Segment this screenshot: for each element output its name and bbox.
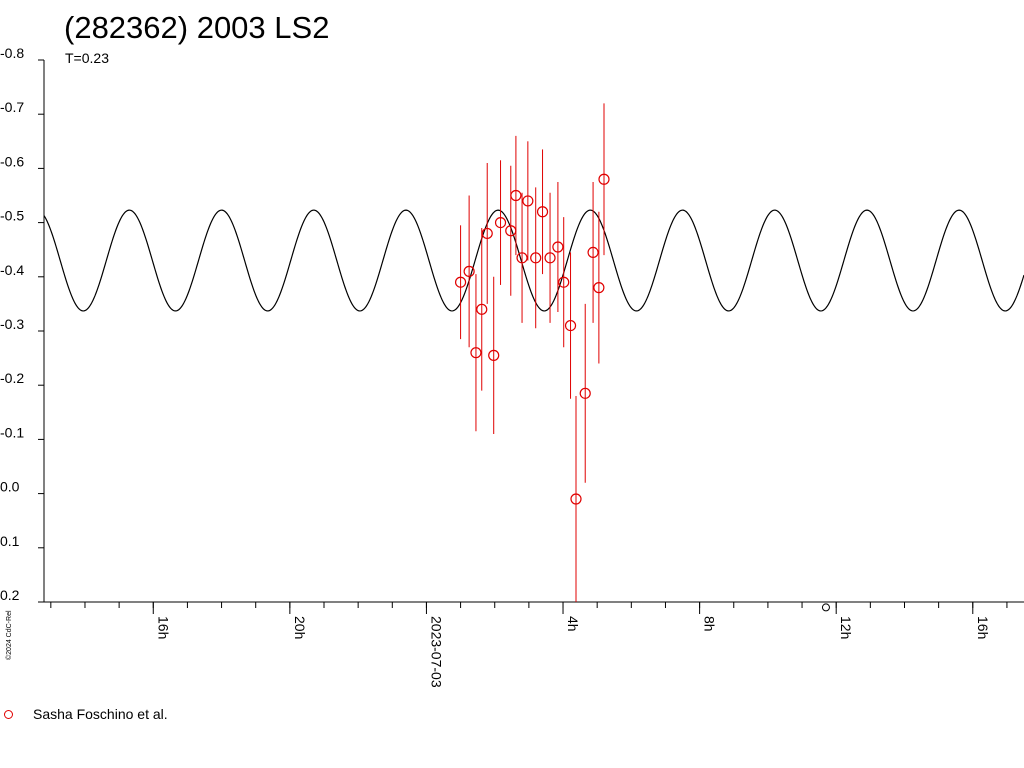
lightcurve-chart: -0.8 -0.7 -0.6 -0.5 -0.4 -0.3 -0.2 -0.1 0.0 0.1 0.… [0,45,1024,688]
legend: Sasha Foschino et al. [4,704,168,724]
data-points-layer [454,103,830,612]
tick-marks: -0.8 -0.7 -0.6 -0.5 -0.4 -0.3 -0.2 -0.1 0.0 0.1 0.… [0,45,1008,688]
x-tick-label: 4h [565,616,581,632]
data-point [470,347,482,359]
data-point [564,319,577,332]
legend-marker-icon [4,709,13,719]
data-point [544,252,556,264]
credit-text: ©2024 CdC-Rel [6,610,13,660]
data-point [552,241,564,253]
x-tick-label: 16h [975,616,991,639]
x-tick-label: 20h [292,616,308,639]
legend-label: Sasha Foschino et al. [33,706,168,722]
data-point [587,246,599,259]
chart-subtitle: T=0.23 [65,50,109,66]
y-tick-label: -0.6 [0,153,24,169]
axes [43,60,1024,603]
data-point [510,189,522,202]
y-tick-label: 0.0 [0,479,20,495]
y-tick-label: -0.8 [0,45,24,61]
data-point [530,252,542,264]
x-tick-label: 16h [155,616,171,639]
y-tick-label: -0.5 [0,208,24,224]
stray-marker [821,603,830,612]
data-point [570,493,582,505]
data-point [454,276,467,288]
y-tick-label: -0.7 [0,99,24,115]
model-curve-layer [43,209,1024,312]
y-tick-label: -0.2 [0,370,24,386]
data-point [488,349,500,361]
chart-title: (282362) 2003 LS2 [64,10,330,45]
data-point [579,387,591,399]
y-tick-label: -0.3 [0,316,24,332]
model-curve [43,209,1024,312]
data-point [481,227,493,240]
data-point [476,303,488,315]
data-point [593,282,605,294]
y-tick-label: -0.1 [0,424,24,440]
y-tick-label: 0.2 [0,587,20,603]
data-point [558,276,570,288]
x-tick-label: 12h [838,616,854,639]
y-tick-label: -0.4 [0,262,24,278]
x-tick-label: 2023-07-03 [428,616,444,688]
data-point [516,252,528,264]
data-point [598,173,610,185]
y-tick-label: 0.1 [0,533,20,549]
data-point [463,265,475,277]
data-point [522,195,534,207]
data-point [536,206,549,218]
x-tick-label: 8h [702,616,718,632]
data-point [494,217,507,229]
